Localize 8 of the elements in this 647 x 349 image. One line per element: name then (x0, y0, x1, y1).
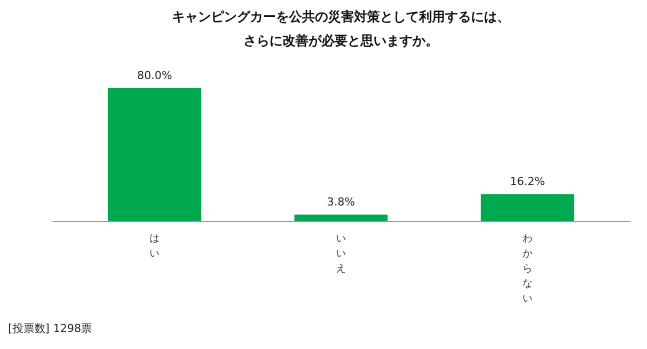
text: [投票数] 1298票 (8, 322, 92, 335)
x-tick-label: わからない (522, 234, 532, 304)
data-label: 80.0% (137, 69, 172, 82)
x-tick-label: はい (150, 234, 160, 260)
data-label: 3.8% (327, 196, 355, 209)
chart-title: キャンピングカーを公共の災害対策として利用するには、さらに改善が必要と思いますか。 (172, 9, 510, 49)
x-tick-label: いいえ (336, 234, 346, 274)
data-label: 16.2% (510, 175, 545, 188)
